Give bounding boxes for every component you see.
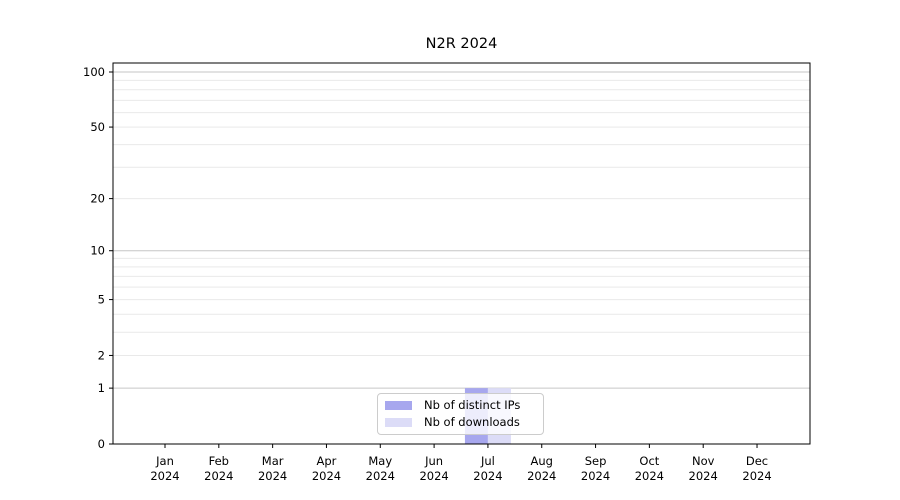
x-tick-label-year: 2024 [689, 469, 718, 483]
x-tick-label-year: 2024 [581, 469, 610, 483]
y-tick-label: 0 [98, 437, 105, 451]
x-tick-label-month: Nov [692, 454, 715, 468]
legend-label-distinct-ips: Nb of distinct IPs [424, 397, 521, 412]
legend-item-downloads: Nb of downloads [385, 414, 536, 430]
y-tick-label: 1 [98, 381, 105, 395]
x-tick-label-year: 2024 [312, 469, 341, 483]
x-tick-label-month: Dec [746, 454, 768, 468]
legend-label-downloads: Nb of downloads [424, 414, 520, 429]
x-tick-label-year: 2024 [366, 469, 395, 483]
x-tick-label-year: 2024 [742, 469, 771, 483]
y-tick-label: 50 [90, 120, 105, 134]
x-tick-label-month: Jun [424, 454, 443, 468]
x-tick-label-month: Apr [317, 454, 337, 468]
legend-swatch-distinct-ips [385, 401, 412, 411]
x-tick-label-month: Feb [209, 454, 229, 468]
y-tick-label: 100 [83, 65, 105, 79]
axes-box [112, 62, 811, 445]
y-tick-label: 2 [98, 348, 105, 362]
y-tick-label: 5 [98, 293, 105, 307]
x-tick-label-month: Jan [155, 454, 174, 468]
x-tick-label-year: 2024 [150, 469, 179, 483]
x-tick-label-month: Sep [585, 454, 607, 468]
x-tick-label-year: 2024 [635, 469, 664, 483]
x-tick-label-year: 2024 [473, 469, 502, 483]
x-tick-label-month: Oct [639, 454, 659, 468]
chart-title: N2R 2024 [425, 36, 498, 52]
x-tick-label-month: Jul [480, 454, 495, 468]
x-tick-label-year: 2024 [258, 469, 287, 483]
x-tick-label-year: 2024 [419, 469, 448, 483]
y-tick-label: 10 [90, 244, 105, 258]
x-tick-label-year: 2024 [204, 469, 233, 483]
legend-swatch-downloads [385, 417, 412, 427]
x-tick-label-year: 2024 [527, 469, 556, 483]
legend-item-distinct-ips: Nb of distinct IPs [385, 397, 536, 413]
x-tick-label-month: May [368, 454, 392, 468]
x-tick-label-month: Aug [531, 454, 553, 468]
x-tick-label-month: Mar [262, 454, 284, 468]
chart-legend: Nb of distinct IPs Nb of downloads [377, 393, 544, 435]
y-tick-label: 20 [90, 192, 105, 206]
